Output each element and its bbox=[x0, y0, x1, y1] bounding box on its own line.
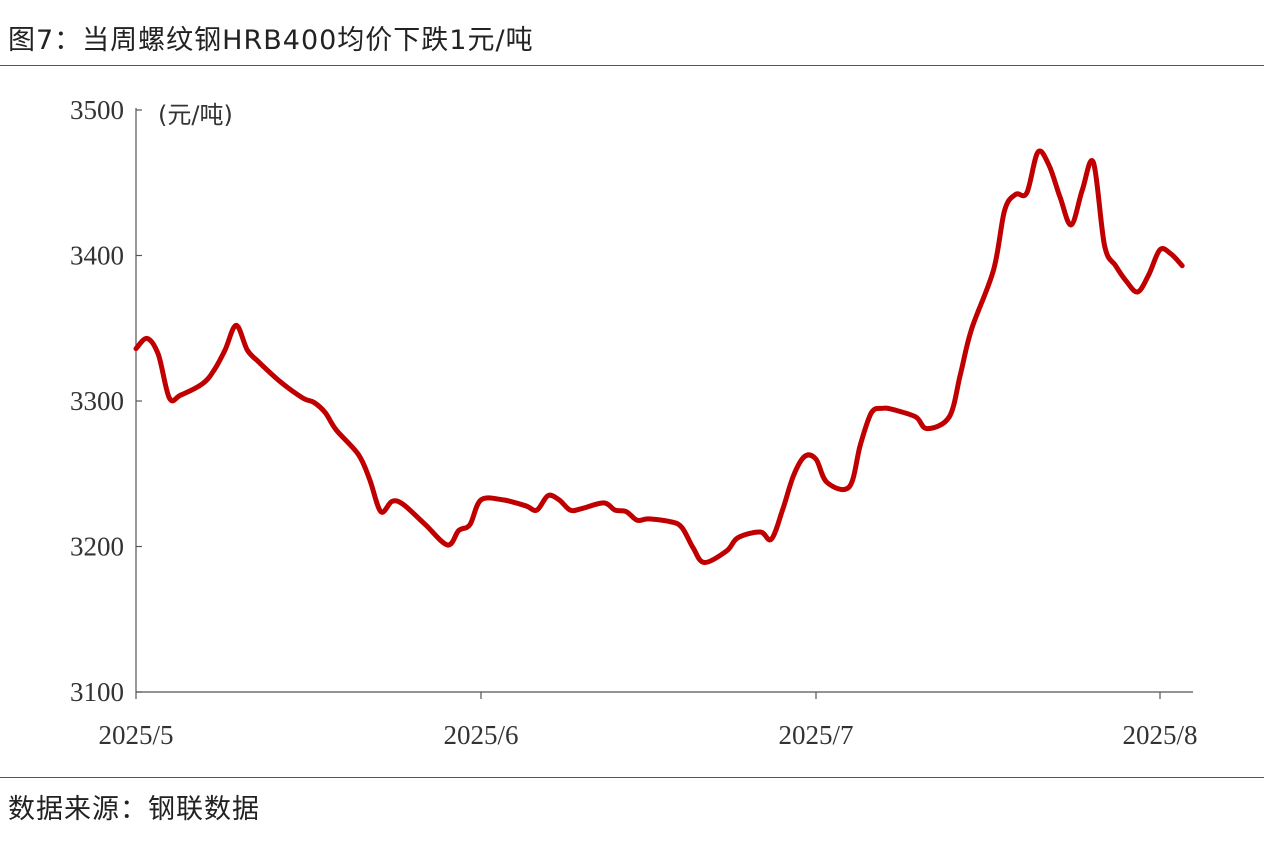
y-tick-label: 3200 bbox=[70, 532, 124, 562]
chart-title: 图7：当周螺纹钢HRB400均价下跌1元/吨 bbox=[8, 25, 534, 56]
source-note: 数据来源：钢联数据 bbox=[8, 794, 260, 825]
x-tick-label: 2025/6 bbox=[443, 720, 518, 750]
x-tick-label: 2025/7 bbox=[778, 720, 853, 750]
price-line bbox=[133, 148, 1185, 565]
unit-label: (元/吨) bbox=[158, 101, 233, 129]
y-tick-label: 3400 bbox=[70, 241, 124, 271]
y-tick-label: 3100 bbox=[70, 677, 124, 707]
y-tick-label: 3500 bbox=[70, 95, 124, 125]
bottom-divider bbox=[0, 777, 1264, 778]
x-tick-label: 2025/5 bbox=[98, 720, 173, 750]
y-tick-label: 3300 bbox=[70, 386, 124, 416]
top-divider bbox=[0, 65, 1264, 66]
axes: 3100 3200 3300 3400 3500 2025/5 2025/6 2025/7 20… bbox=[70, 95, 1198, 750]
x-tick-label: 2025/8 bbox=[1122, 720, 1197, 750]
